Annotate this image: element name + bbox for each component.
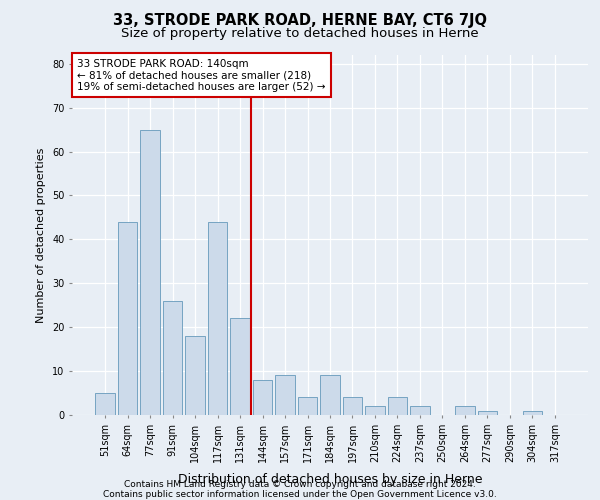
Text: Size of property relative to detached houses in Herne: Size of property relative to detached ho…	[121, 28, 479, 40]
Bar	[298, 398, 317, 415]
Bar	[343, 398, 362, 415]
Bar	[253, 380, 272, 415]
Bar	[455, 406, 475, 415]
Bar	[478, 410, 497, 415]
Text: Contains HM Land Registry data © Crown copyright and database right 2024.: Contains HM Land Registry data © Crown c…	[124, 480, 476, 489]
Bar	[185, 336, 205, 415]
Bar	[320, 376, 340, 415]
Bar	[118, 222, 137, 415]
Text: 33, STRODE PARK ROAD, HERNE BAY, CT6 7JQ: 33, STRODE PARK ROAD, HERNE BAY, CT6 7JQ	[113, 12, 487, 28]
Bar	[523, 410, 542, 415]
Bar	[95, 393, 115, 415]
Bar	[388, 398, 407, 415]
Bar	[163, 301, 182, 415]
Text: 33 STRODE PARK ROAD: 140sqm
← 81% of detached houses are smaller (218)
19% of se: 33 STRODE PARK ROAD: 140sqm ← 81% of det…	[77, 58, 326, 92]
Bar	[208, 222, 227, 415]
Y-axis label: Number of detached properties: Number of detached properties	[37, 148, 46, 322]
Bar	[410, 406, 430, 415]
Bar	[140, 130, 160, 415]
Text: Contains public sector information licensed under the Open Government Licence v3: Contains public sector information licen…	[103, 490, 497, 499]
X-axis label: Distribution of detached houses by size in Herne: Distribution of detached houses by size …	[178, 473, 482, 486]
Bar	[365, 406, 385, 415]
Bar	[275, 376, 295, 415]
Bar	[230, 318, 250, 415]
